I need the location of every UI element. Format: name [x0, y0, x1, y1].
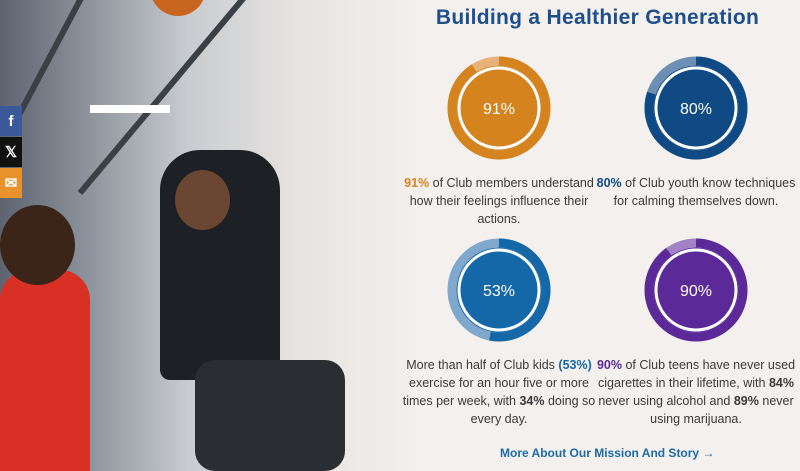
stat-card: 90% 90% of Club teens have never used cig… — [596, 238, 796, 428]
stat-value: 90% — [680, 283, 712, 300]
ring-progress — [644, 56, 748, 160]
inner-disc — [654, 248, 738, 332]
stat-description: 90% of Club teens have never used cigare… — [596, 358, 796, 426]
x-icon: 𝕏 — [4, 144, 18, 161]
stat-value: 53% — [483, 283, 515, 300]
x-share-button[interactable]: 𝕏 — [0, 137, 22, 167]
inner-disc — [457, 66, 541, 150]
stat-card: 53% More than half of Club kids (53%) exe… — [399, 238, 599, 428]
stat-value: 80% — [680, 101, 712, 118]
ring-progress — [447, 238, 551, 342]
mission-story-link[interactable]: More About Our Mission And Story → — [500, 446, 715, 460]
stat-description: 91% of Club members understand how their… — [404, 176, 594, 226]
stat-card: 91% 91% of Club members understand how th… — [399, 56, 599, 228]
email-share-button[interactable]: ✉ — [0, 168, 22, 198]
ring-progress — [447, 56, 551, 160]
inner-disc — [654, 66, 738, 150]
inner-disc — [457, 248, 541, 332]
progress-ring: 80% — [644, 56, 748, 160]
stat-description: More than half of Club kids (53%) exerci… — [402, 358, 596, 426]
email-icon: ✉ — [4, 175, 18, 192]
progress-ring: 91% — [447, 56, 551, 160]
hero-photo-basketball-players — [0, 0, 420, 471]
stat-value: 91% — [483, 101, 515, 118]
facebook-icon: f — [8, 112, 14, 130]
progress-ring: 53% — [447, 238, 551, 342]
facebook-share-button[interactable]: f — [0, 106, 22, 136]
page-title: Building a Healthier Generation — [435, 6, 760, 29]
progress-ring: 90% — [644, 238, 748, 342]
stat-card: 80% 80% of Club youth know techniques for… — [596, 56, 796, 210]
stat-description: 80% of Club youth know techniques for ca… — [596, 176, 796, 208]
ring-progress — [644, 238, 748, 342]
